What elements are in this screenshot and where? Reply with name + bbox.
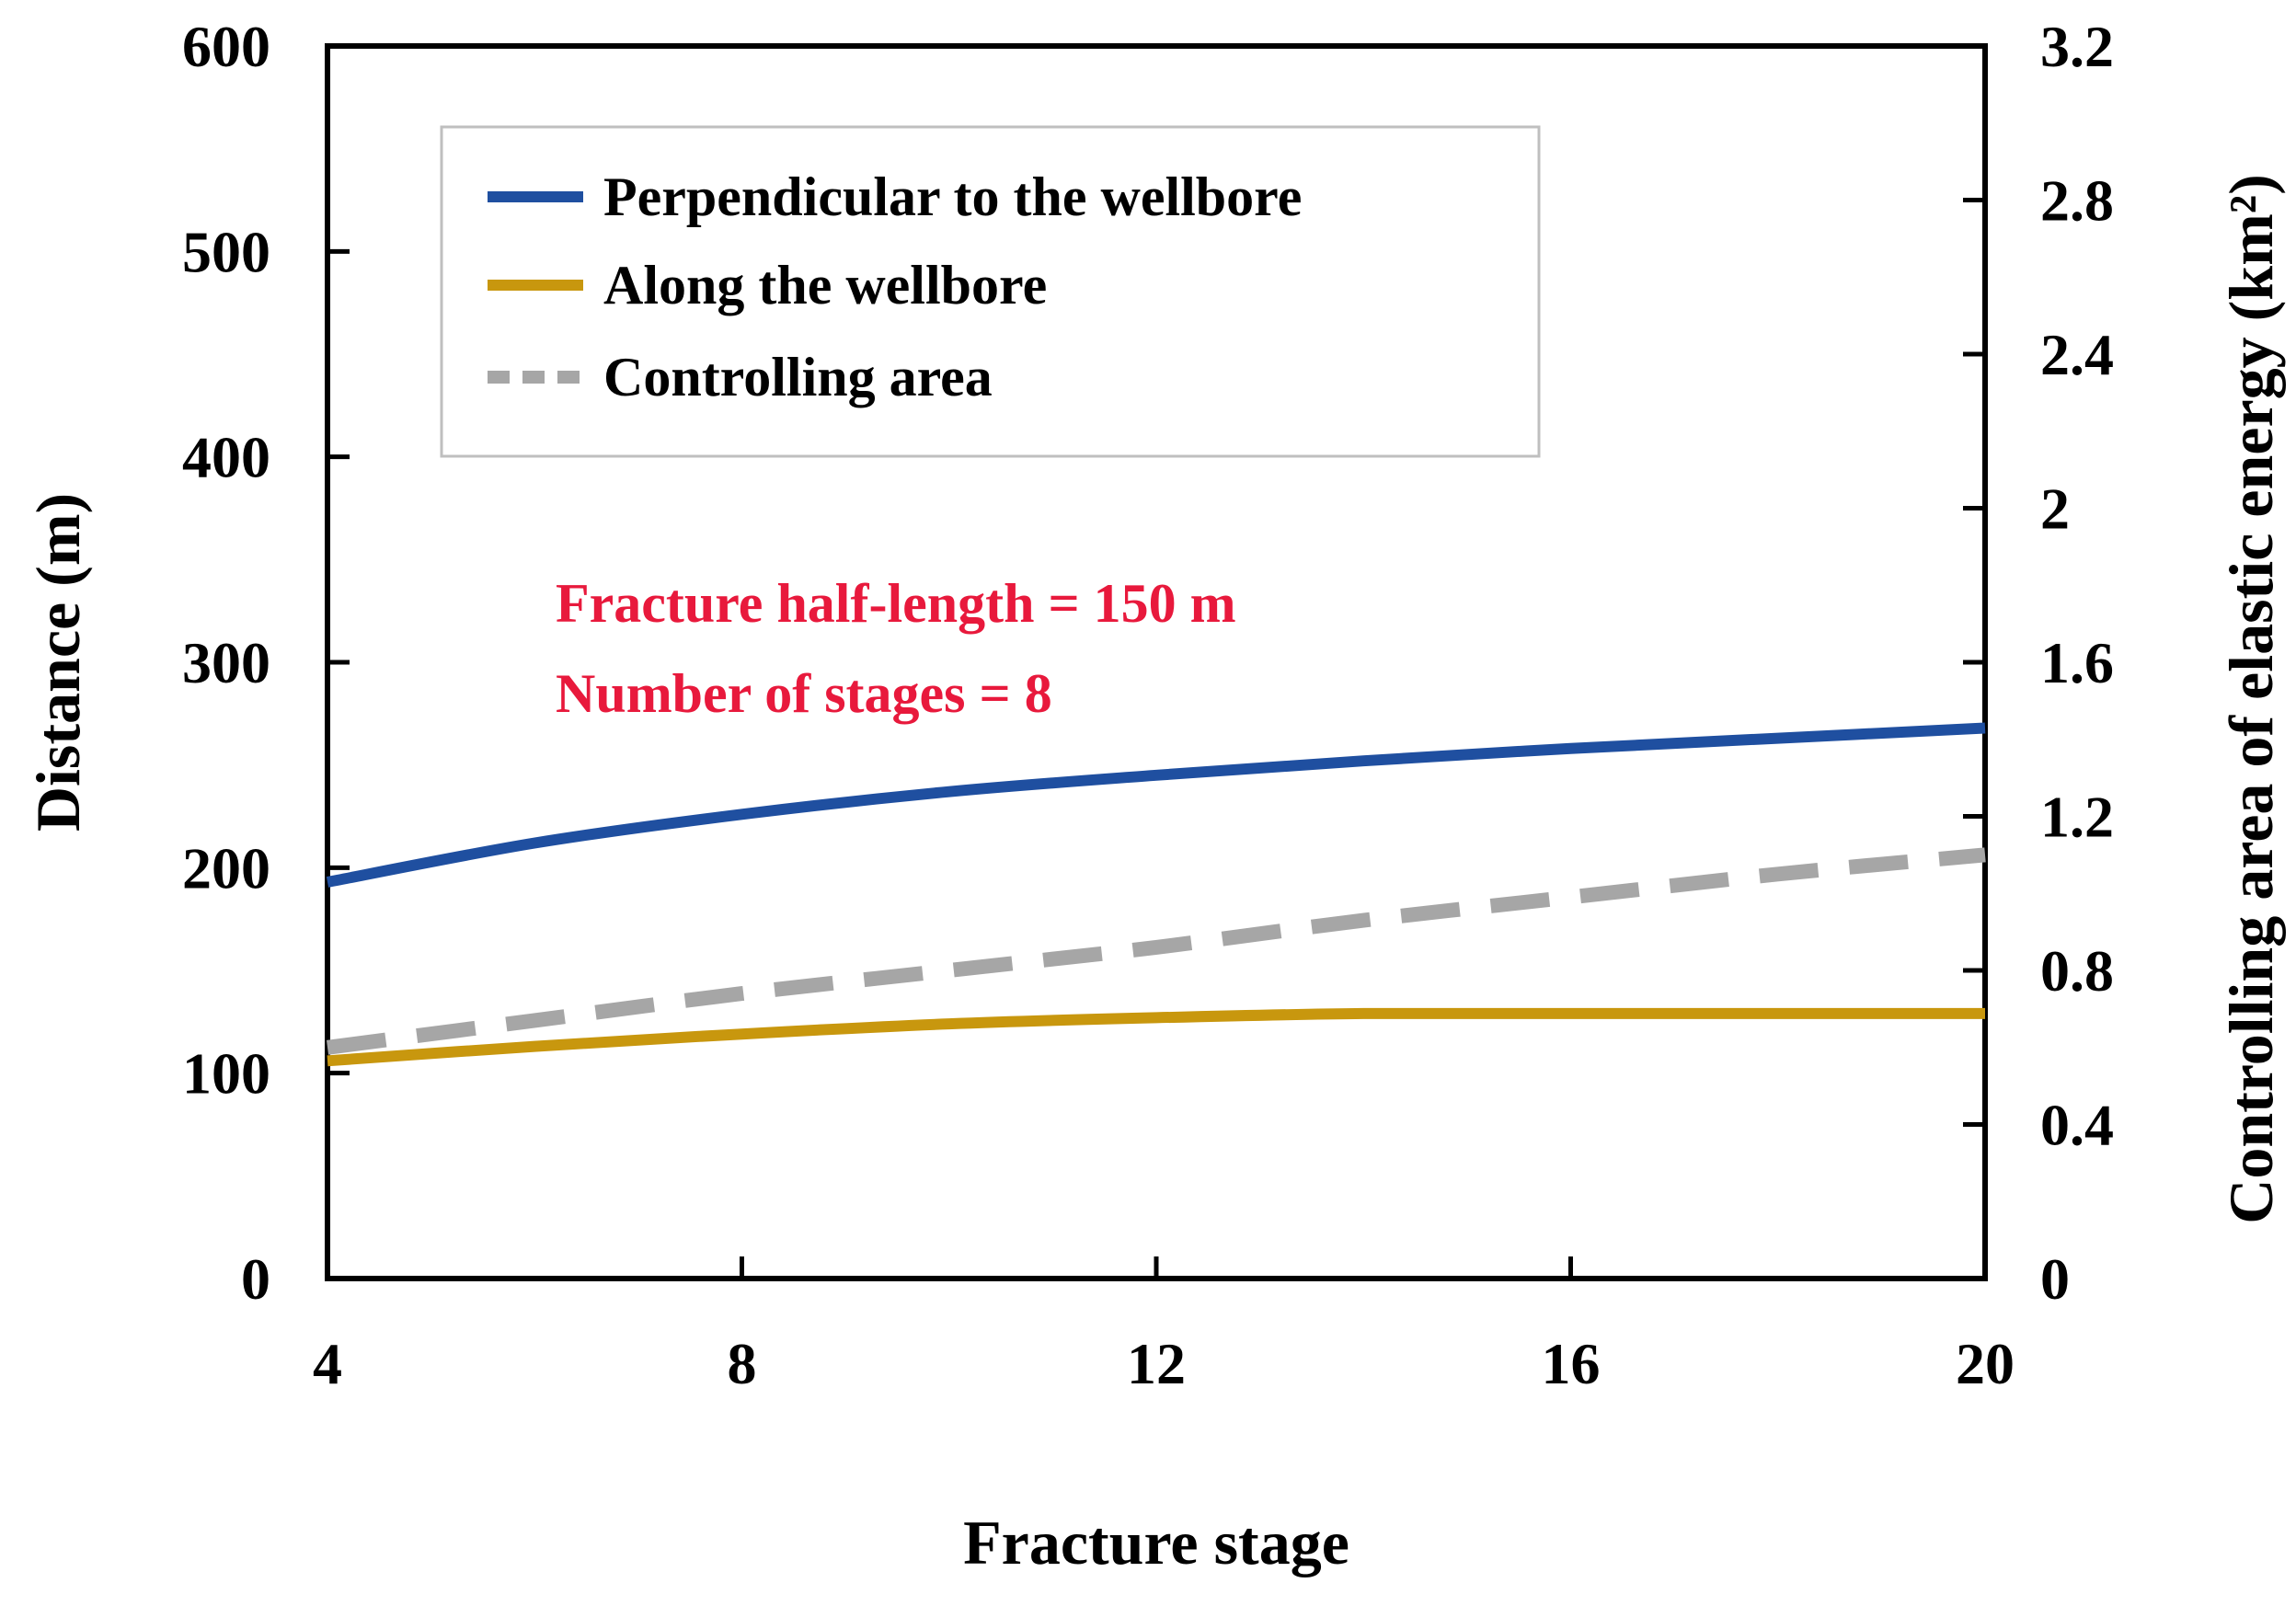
y2-tick-label: 1.2 [2040, 785, 2114, 850]
y-tick-label: 400 [182, 425, 270, 490]
x-tick-label: 4 [313, 1331, 342, 1396]
y-tick-label: 0 [241, 1246, 270, 1312]
x-axis-title: Fracture stage [963, 1508, 1349, 1577]
legend: Perpendicular to the wellbore Along the … [440, 125, 1541, 458]
left-axis-ticks: 0 100 200 300 400 500 600 [182, 14, 350, 1312]
x-tick-label: 16 [1542, 1331, 1601, 1396]
y2-tick-label: 3.2 [2040, 14, 2114, 79]
y2-tick-label: 0.4 [2040, 1093, 2114, 1158]
series-along-line [327, 1007, 1985, 1067]
x-tick-label: 20 [1956, 1331, 2015, 1396]
y2-tick-label: 0 [2040, 1246, 2070, 1312]
legend-label-controlling-area: Controlling area [603, 347, 993, 407]
y2-tick-label: 2 [2040, 476, 2070, 542]
y-tick-label: 300 [182, 630, 270, 695]
annotation-half-length: Fracture half-length = 150 m [556, 573, 1236, 634]
y2-axis-title: Controlling area of elastic energy (km²) [2216, 174, 2286, 1224]
x-tick-label: 12 [1127, 1331, 1186, 1396]
y-tick-label: 500 [182, 219, 270, 284]
right-axis-ticks: 0 0.4 0.8 1.2 1.6 2 2.4 2.8 3.2 [1963, 14, 2114, 1312]
series-lines [326, 722, 1986, 1067]
y-tick-label: 200 [182, 835, 270, 901]
y-tick-label: 100 [182, 1041, 270, 1107]
legend-label-perpendicular: Perpendicular to the wellbore [603, 166, 1302, 227]
legend-label-along: Along the wellbore [603, 255, 1047, 315]
bottom-axis-ticks: 4 8 12 16 20 [313, 1256, 2015, 1396]
y-axis-title: Distance (m) [23, 493, 93, 832]
y2-tick-label: 0.8 [2040, 938, 2114, 1004]
annotation-number-of-stages: Number of stages = 8 [556, 663, 1052, 724]
y-tick-label: 600 [182, 14, 270, 79]
series-perpendicular-line [326, 722, 1986, 888]
legend-box [440, 125, 1541, 458]
series-controlling-area-line [326, 847, 1986, 1055]
y2-tick-label: 2.8 [2040, 168, 2114, 234]
x-tick-label: 8 [728, 1331, 757, 1396]
y2-tick-label: 2.4 [2040, 322, 2114, 387]
y2-tick-label: 1.6 [2040, 630, 2114, 695]
